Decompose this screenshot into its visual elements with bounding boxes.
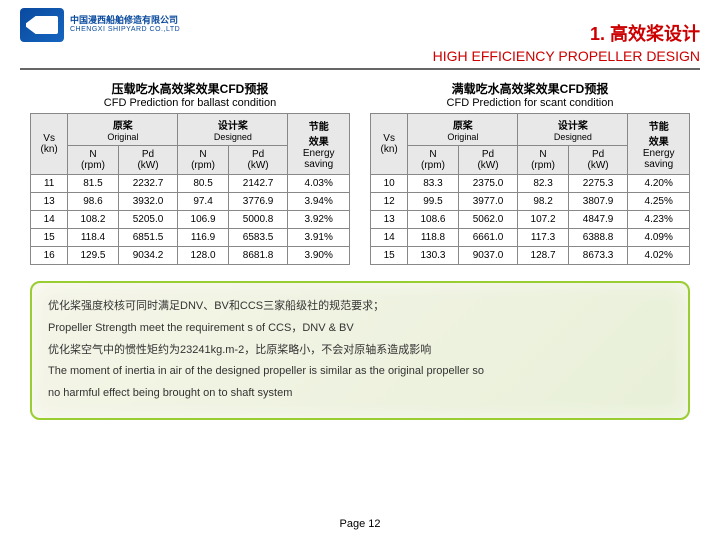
cell: 4.09% — [628, 229, 690, 247]
cell: 5062.0 — [458, 211, 518, 229]
table-row: 13 108.6 5062.0 107.2 4847.9 4.23% — [371, 211, 690, 229]
left-title-en: CFD Prediction for ballast condition — [30, 97, 350, 109]
table-row: 11 81.5 2232.7 80.5 2142.7 4.03% — [31, 175, 350, 193]
cell: 99.5 — [408, 193, 458, 211]
cell: 98.6 — [68, 193, 118, 211]
cell: 4847.9 — [568, 211, 628, 229]
left-title-cn: 压载吃水高效桨效果CFD预报 — [30, 80, 350, 97]
note-line: Propeller Strength meet the requirement … — [48, 319, 672, 339]
cell: 3.94% — [288, 193, 350, 211]
cell: 97.4 — [178, 193, 228, 211]
logo-cn: 中国漫西船舶修造有限公司 — [70, 15, 180, 26]
cell: 4.25% — [628, 193, 690, 211]
cell: 8673.3 — [568, 247, 628, 265]
table-row: 15 130.3 9037.0 128.7 8673.3 4.02% — [371, 247, 690, 265]
tables-area: 压载吃水高效桨效果CFD预报 CFD Prediction for ballas… — [0, 80, 720, 265]
cssc-logo-icon — [20, 8, 64, 42]
cell: 108.2 — [68, 211, 118, 229]
table-row: 12 99.5 3977.0 98.2 3807.9 4.25% — [371, 193, 690, 211]
cell: 3807.9 — [568, 193, 628, 211]
note-line: no harmful effect being brought on to sh… — [48, 384, 672, 404]
cell: 106.9 — [178, 211, 228, 229]
cell: 3.91% — [288, 229, 350, 247]
logo-text: 中国漫西船舶修造有限公司 CHENGXI SHIPYARD CO.,LTD — [70, 15, 180, 34]
cell: 130.3 — [408, 247, 458, 265]
table-row: 10 83.3 2375.0 82.3 2275.3 4.20% — [371, 175, 690, 193]
right-table-wrap: 满载吃水高效桨效果CFD预报 CFD Prediction for scant … — [370, 80, 690, 265]
cell: 4.20% — [628, 175, 690, 193]
notes-box: 优化桨强度校核可同时满足DNV、BV和CCS三家船级社的规范要求；Propell… — [30, 281, 690, 420]
cell: 5000.8 — [228, 211, 288, 229]
cell: 4.23% — [628, 211, 690, 229]
cell: 8681.8 — [228, 247, 288, 265]
table-row: 14 118.8 6661.0 117.3 6388.8 4.09% — [371, 229, 690, 247]
cell: 13 — [371, 211, 408, 229]
cell: 82.3 — [518, 175, 568, 193]
cell: 14 — [31, 211, 68, 229]
cell: 3776.9 — [228, 193, 288, 211]
right-table: Vs(kn) 原桨Original 设计桨Designed 节能效果Energy… — [370, 113, 690, 265]
cell: 118.8 — [408, 229, 458, 247]
cell: 6388.8 — [568, 229, 628, 247]
header: 中国漫西船舶修造有限公司 CHENGXI SHIPYARD CO.,LTD 1.… — [0, 0, 720, 64]
cell: 2275.3 — [568, 175, 628, 193]
cell: 15 — [31, 229, 68, 247]
logo-en: CHENGXI SHIPYARD CO.,LTD — [70, 26, 180, 34]
cell: 116.9 — [178, 229, 228, 247]
cell: 9037.0 — [458, 247, 518, 265]
table-row: 16 129.5 9034.2 128.0 8681.8 3.90% — [31, 247, 350, 265]
note-line: 优化桨空气中的惯性矩约为23241kg.m-2，比原桨略小，不会对原轴系造成影响 — [48, 341, 672, 361]
left-table: Vs(kn) 原桨Original 设计桨Designed 节能效果Energy… — [30, 113, 350, 265]
cell: 107.2 — [518, 211, 568, 229]
cell: 13 — [31, 193, 68, 211]
cell: 6851.5 — [118, 229, 178, 247]
cell: 4.03% — [288, 175, 350, 193]
right-title-en: CFD Prediction for scant condition — [370, 97, 690, 109]
page-number: Page 12 — [0, 518, 720, 530]
cell: 2375.0 — [458, 175, 518, 193]
cell: 81.5 — [68, 175, 118, 193]
table-row: 13 98.6 3932.0 97.4 3776.9 3.94% — [31, 193, 350, 211]
cell: 3.90% — [288, 247, 350, 265]
cell: 15 — [371, 247, 408, 265]
cell: 108.6 — [408, 211, 458, 229]
note-line: 优化桨强度校核可同时满足DNV、BV和CCS三家船级社的规范要求； — [48, 297, 672, 317]
title-en: HIGH EFFICIENCY PROPELLER DESIGN — [180, 48, 700, 64]
cell: 2142.7 — [228, 175, 288, 193]
title-block: 1. 高效桨设计 HIGH EFFICIENCY PROPELLER DESIG… — [180, 8, 700, 64]
cell: 129.5 — [68, 247, 118, 265]
cell: 6583.5 — [228, 229, 288, 247]
cell: 128.0 — [178, 247, 228, 265]
cell: 128.7 — [518, 247, 568, 265]
cell: 16 — [31, 247, 68, 265]
right-title-cn: 满载吃水高效桨效果CFD预报 — [370, 80, 690, 97]
left-table-wrap: 压载吃水高效桨效果CFD预报 CFD Prediction for ballas… — [30, 80, 350, 265]
cell: 6661.0 — [458, 229, 518, 247]
cell: 3.92% — [288, 211, 350, 229]
cell: 118.4 — [68, 229, 118, 247]
title-cn: 1. 高效桨设计 — [180, 20, 700, 46]
cell: 4.02% — [628, 247, 690, 265]
divider — [20, 68, 700, 70]
cell: 14 — [371, 229, 408, 247]
cell: 10 — [371, 175, 408, 193]
cell: 9034.2 — [118, 247, 178, 265]
cell: 11 — [31, 175, 68, 193]
cell: 83.3 — [408, 175, 458, 193]
cell: 117.3 — [518, 229, 568, 247]
cell: 3932.0 — [118, 193, 178, 211]
table-row: 15 118.4 6851.5 116.9 6583.5 3.91% — [31, 229, 350, 247]
table-row: 14 108.2 5205.0 106.9 5000.8 3.92% — [31, 211, 350, 229]
cell: 3977.0 — [458, 193, 518, 211]
cell: 80.5 — [178, 175, 228, 193]
cell: 2232.7 — [118, 175, 178, 193]
note-line: The moment of inertia in air of the desi… — [48, 362, 672, 382]
cell: 98.2 — [518, 193, 568, 211]
cell: 5205.0 — [118, 211, 178, 229]
logo-block: 中国漫西船舶修造有限公司 CHENGXI SHIPYARD CO.,LTD — [20, 8, 180, 42]
cell: 12 — [371, 193, 408, 211]
